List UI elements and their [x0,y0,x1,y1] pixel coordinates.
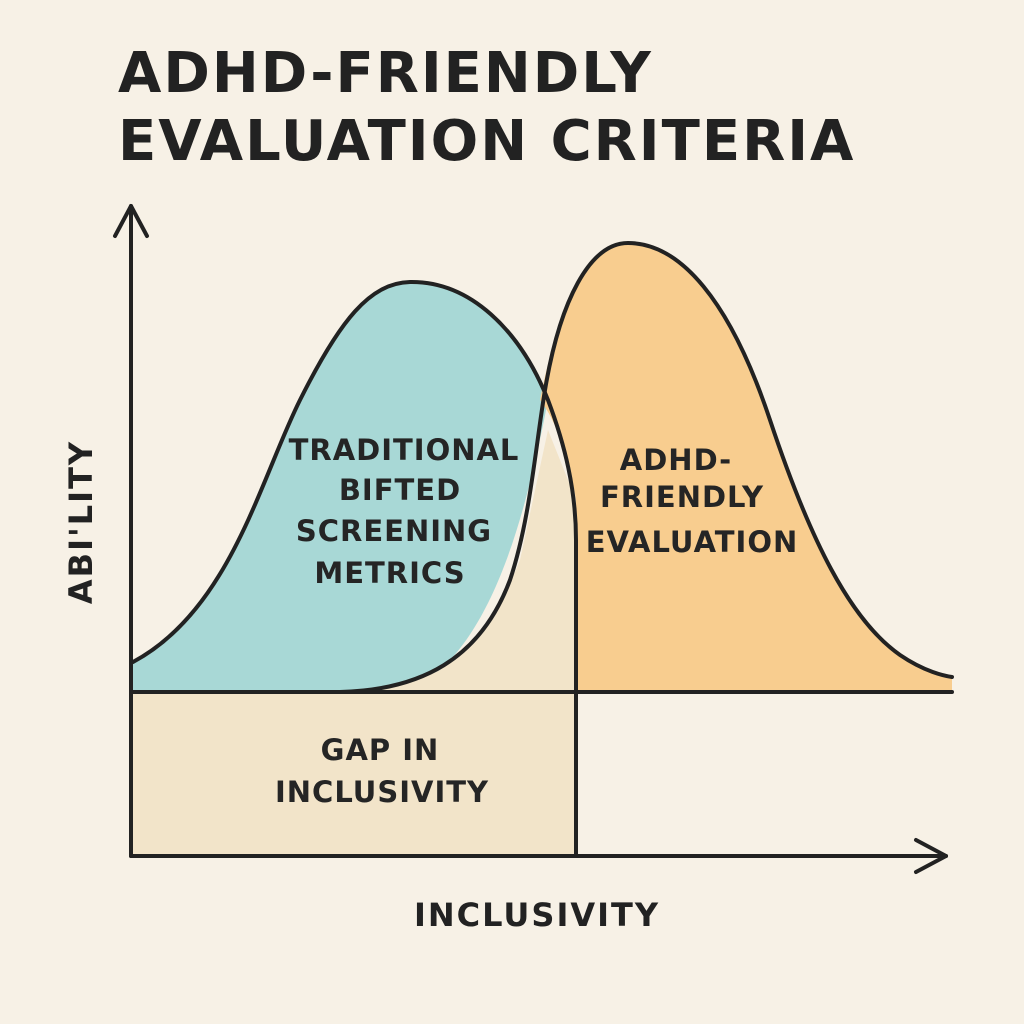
gap-label-1: GAP IN [321,733,440,767]
gap-label-2: INCLUSIVITY [275,775,489,809]
adhd-label-2: FRIENDLY [600,480,764,514]
y-axis-arrowhead [113,204,149,238]
y-axis-label: ABI'LITY [62,440,100,604]
title-line-1: ADHD-FRIENDLY [118,41,653,106]
x-axis-label: INCLUSIVITY [414,896,660,934]
x-axis-arrowhead [914,838,948,874]
adhd-label-3: EVALUATION [586,525,799,559]
traditional-curve-outline [131,279,578,694]
adhd-curve-fill [540,243,952,692]
traditional-label-1: TRADITIONAL [289,433,520,467]
traditional-label-2: BIFTED [339,473,461,507]
traditional-label-4: METRICS [314,556,465,590]
traditional-curve-fill [133,281,548,692]
adhd-label-1: ADHD- [620,443,732,477]
adhd-curve-outline [338,241,954,694]
gap-region [133,692,576,855]
title-line-2: EVALUATION CRITERIA [118,109,855,174]
traditional-label-3: SCREENING [296,514,492,548]
gap-region-upper [340,430,576,692]
